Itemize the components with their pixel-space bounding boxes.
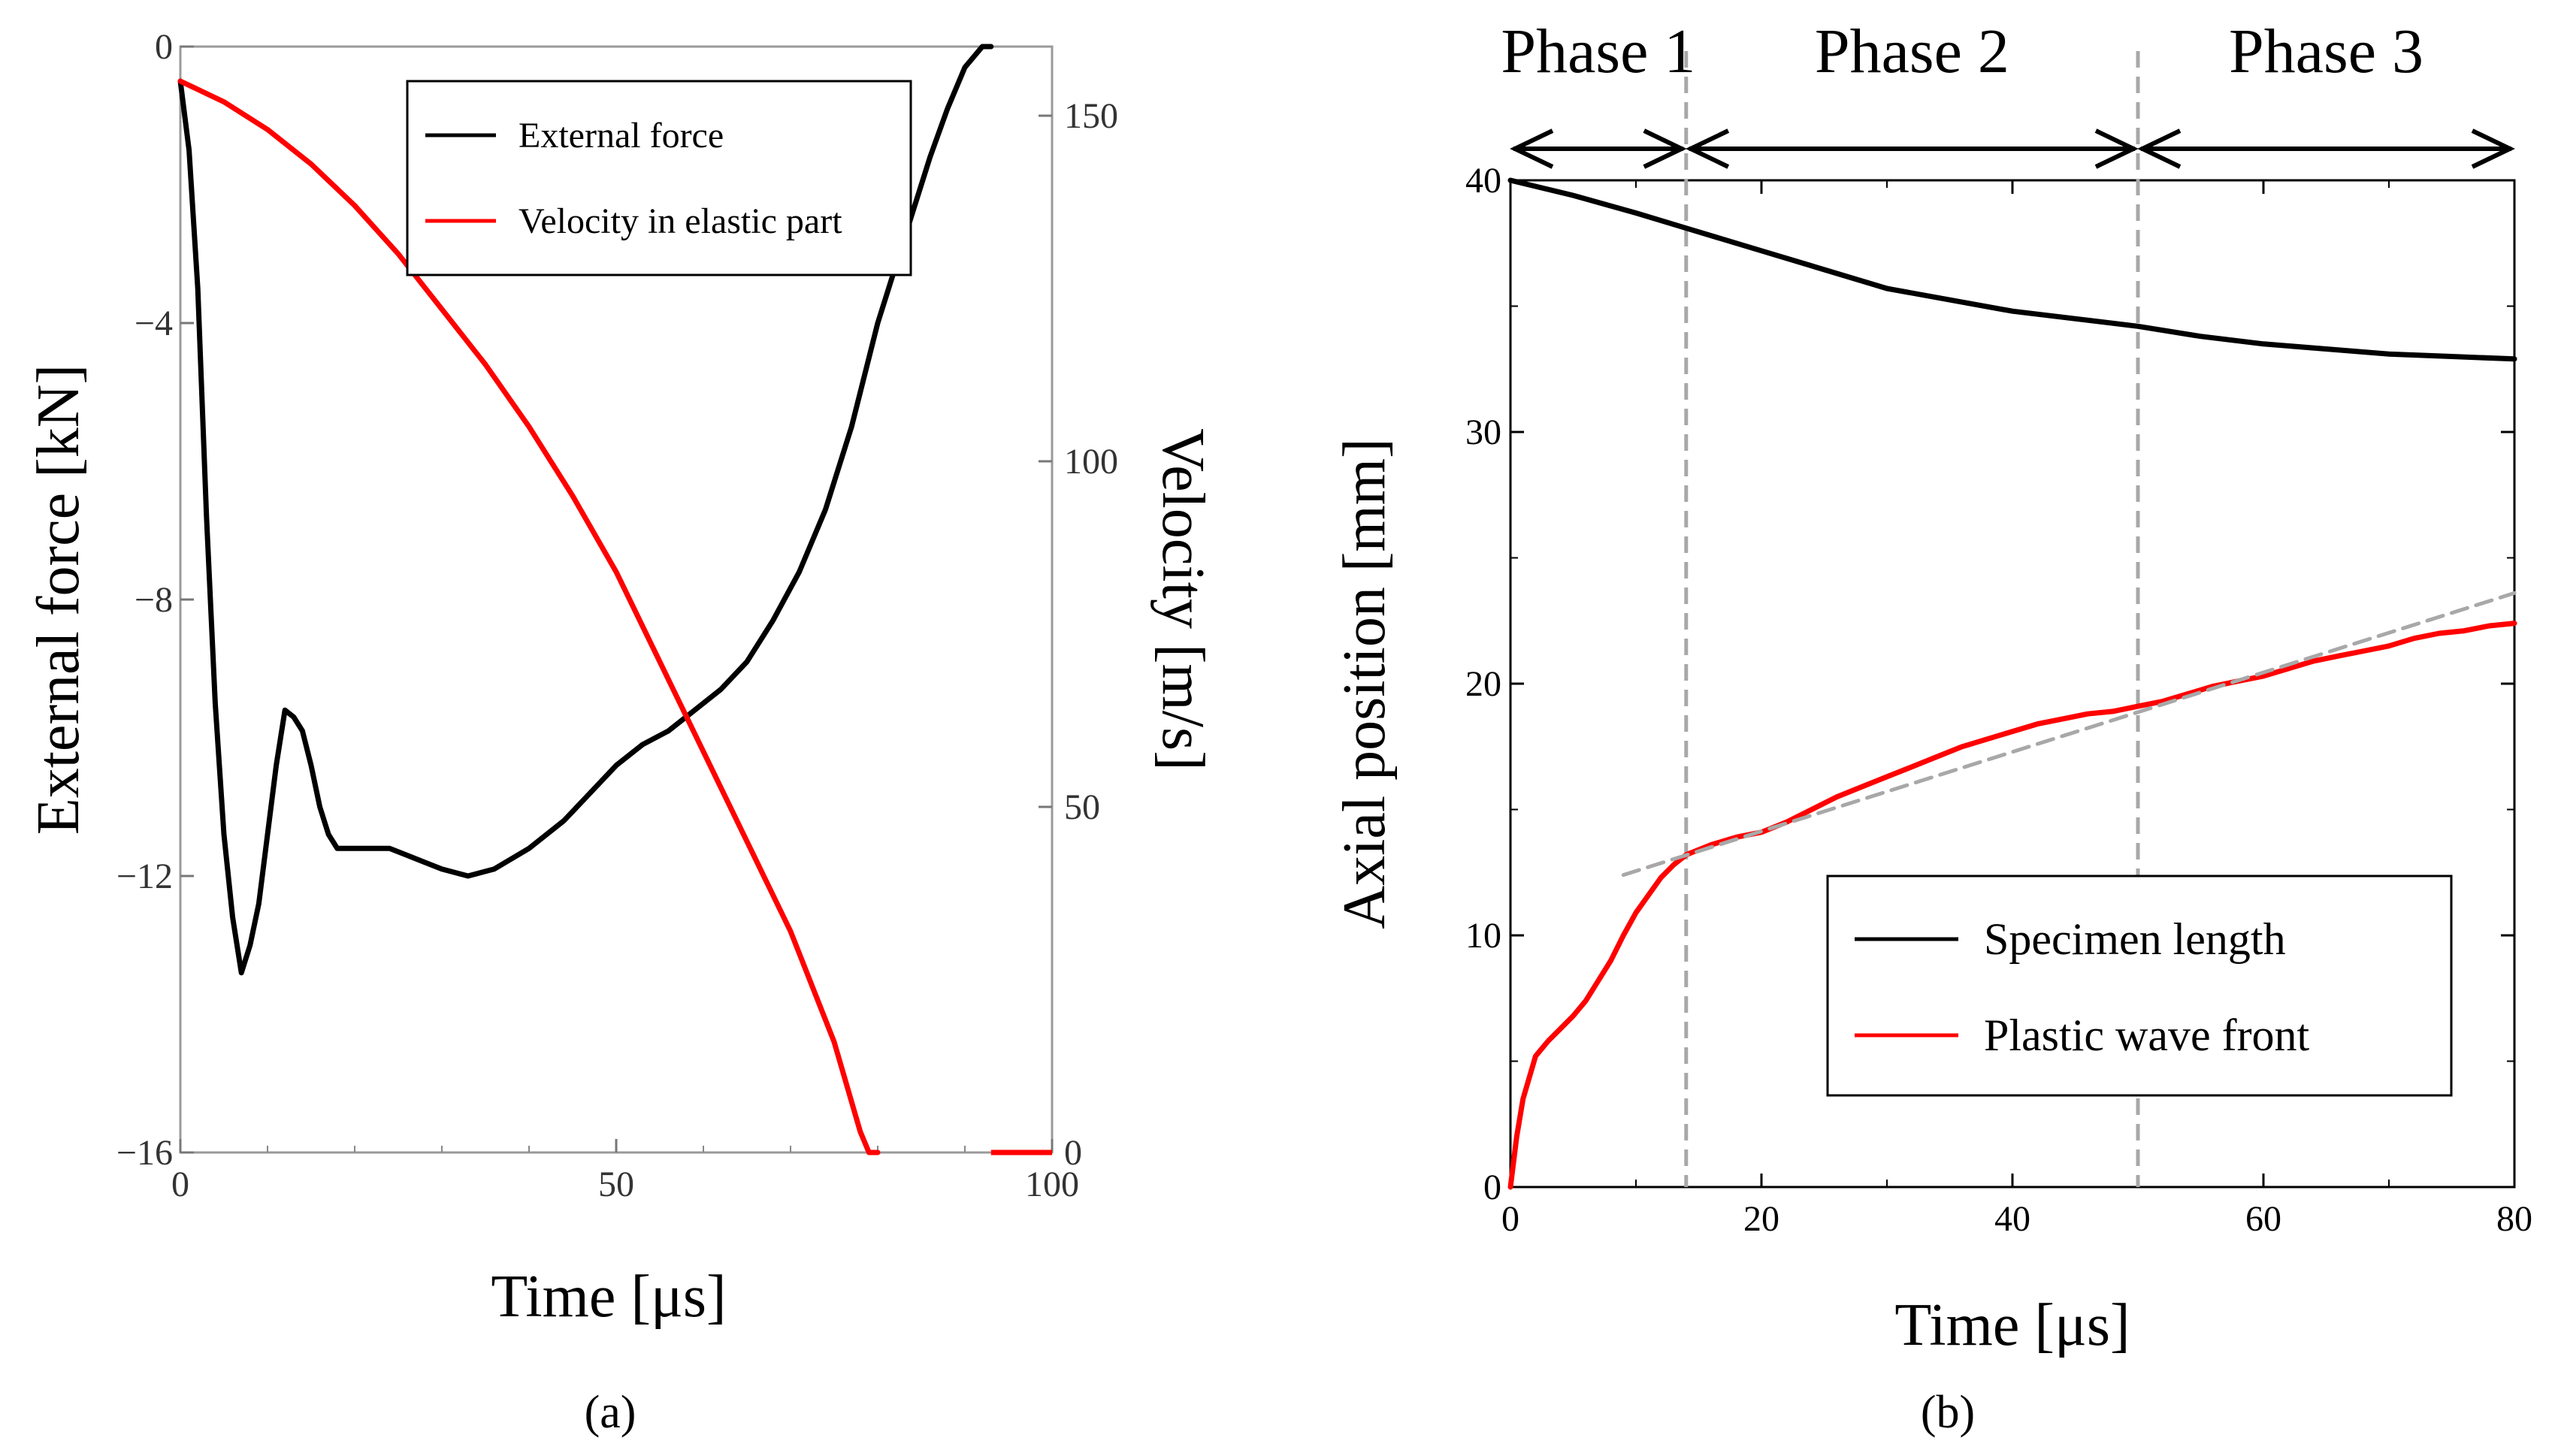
panel-b-legend-box (1826, 875, 2453, 1097)
panel-b-x-axis-title: Time [μs] (1894, 1292, 2130, 1358)
panel-b-x-tick-label-40: 40 (1994, 1199, 2030, 1239)
panel-b-phase-2-label: Phase 2 (1815, 17, 2009, 86)
panel-a-legend-box (406, 80, 912, 276)
panel-b-legend-label-specimen-length: Specimen length (1984, 914, 2286, 964)
panel-b-tick-labels: 0 20 40 60 80 0 10 20 30 40 (1465, 161, 2532, 1239)
panel-a-y-axis-title: External force [kN] (26, 364, 92, 835)
panel-b-legend: Specimen length Plastic wave front (1826, 875, 2453, 1097)
panel-b-y-tick-label-10: 10 (1465, 916, 1501, 956)
panel-b-ticks (1509, 179, 2516, 1189)
panel-b-series-lines (1507, 177, 2517, 1190)
panel-b-phase-3-arrow (2137, 128, 2515, 169)
panel-a-x-tick-label-0: 0 (171, 1164, 189, 1204)
panel-a-y-tick-label-16: −16 (116, 1133, 173, 1173)
panel-a-x-tick-label-100: 100 (1025, 1164, 1079, 1204)
panel-a-legend-label-external-force: External force (519, 116, 724, 156)
panel-a-y-tick-label-0: 0 (155, 27, 173, 67)
panel-a-x-tick-label-50: 50 (598, 1164, 634, 1204)
panel-b-chart: 0 20 40 60 80 0 10 20 30 40 Phase 1 Phase 2 Phase 3… (1332, 17, 2532, 1438)
panel-a-y-tick-label-4: −4 (135, 304, 173, 343)
panel-a-series-velocity-in-elastic-part (177, 78, 881, 1155)
panel-b-phase-2-arrow (1685, 128, 2139, 169)
panel-b-x-tick-label-20: 20 (1743, 1199, 1779, 1239)
panel-b-x-tick-label-0: 0 (1501, 1199, 1519, 1239)
panel-b-y-tick-label-20: 20 (1465, 664, 1501, 704)
panel-b-label: (b) (1921, 1387, 1975, 1438)
panel-a-y-tick-label-8: −8 (135, 580, 173, 620)
panel-b-legend-label-plastic-wave-front: Plastic wave front (1984, 1010, 2310, 1060)
panel-a-y-tick-label-12: −12 (116, 856, 173, 896)
panel-b-phase-1-label: Phase 1 (1501, 17, 1695, 86)
panel-b-y-axis-title: Axial position [mm] (1332, 438, 1398, 929)
panel-a-y-right-tick-label-50: 50 (1064, 787, 1100, 827)
panel-b-series-plastic-wave-front (1507, 621, 2517, 1190)
panel-a-y-right-tick-label-150: 150 (1064, 96, 1118, 136)
panel-b-x-tick-label-60: 60 (2245, 1199, 2281, 1239)
panel-a-y-right-axis-title: Velocity [m/s] (1150, 428, 1216, 770)
panel-a-legend: External force Velocity in elastic part (406, 80, 912, 276)
panel-a-label: (a) (585, 1387, 636, 1438)
panel-a-x-axis-title: Time [μs] (491, 1264, 726, 1330)
panel-b-series-specimen-length (1507, 177, 2517, 362)
panel-b-series-trend-line (1621, 591, 2517, 878)
panel-a-legend-label-velocity: Velocity in elastic part (519, 201, 842, 241)
panel-a-series-external-force (177, 44, 994, 976)
panel-b-y-tick-label-0: 0 (1483, 1168, 1501, 1207)
panel-b-y-tick-label-30: 30 (1465, 412, 1501, 452)
panel-a-series-lines (177, 44, 1052, 1155)
panel-b-phase-3-label: Phase 3 (2229, 17, 2423, 86)
panel-a-y-right-tick-label-0: 0 (1064, 1133, 1082, 1173)
panel-b-y-tick-label-40: 40 (1465, 161, 1501, 201)
panel-b-phase-1-arrow (1510, 128, 1687, 169)
panel-a-y-right-tick-label-100: 100 (1064, 442, 1118, 482)
panel-b-x-tick-label-80: 80 (2496, 1199, 2532, 1239)
